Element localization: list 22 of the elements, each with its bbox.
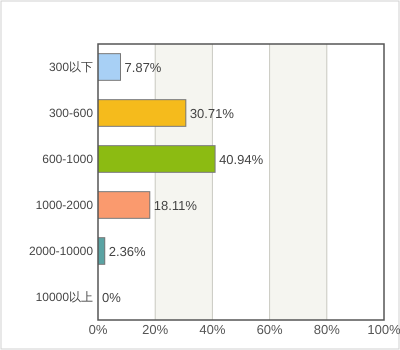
x-tick-label: 80% <box>314 322 340 337</box>
y-tick-label: 10000以上 <box>36 290 93 304</box>
y-tick-label: 300-600 <box>48 106 94 120</box>
y-tick-label: 1000-2000 <box>36 198 94 212</box>
data-label: 30.71% <box>190 106 234 121</box>
bar <box>98 145 216 173</box>
x-tick-label: 0% <box>88 322 108 337</box>
bar <box>98 191 150 219</box>
bar <box>98 53 122 81</box>
y-tick-label: 300以下 <box>48 60 93 74</box>
bar <box>98 99 186 127</box>
y-tick-label: 600-1000 <box>42 152 94 166</box>
x-tick-label: 60% <box>256 322 284 337</box>
data-label: 18.11% <box>154 198 198 213</box>
x-tick-label: 100% <box>367 322 400 337</box>
x-tick-label: 40% <box>199 322 226 337</box>
data-label: 7.87% <box>124 60 162 75</box>
data-label: 40.94% <box>219 152 264 167</box>
y-tick-label: 2000-10000 <box>28 244 94 258</box>
x-tick-label: 20% <box>142 322 169 337</box>
data-label: 0% <box>102 290 122 305</box>
data-label: 2.36% <box>108 244 146 259</box>
